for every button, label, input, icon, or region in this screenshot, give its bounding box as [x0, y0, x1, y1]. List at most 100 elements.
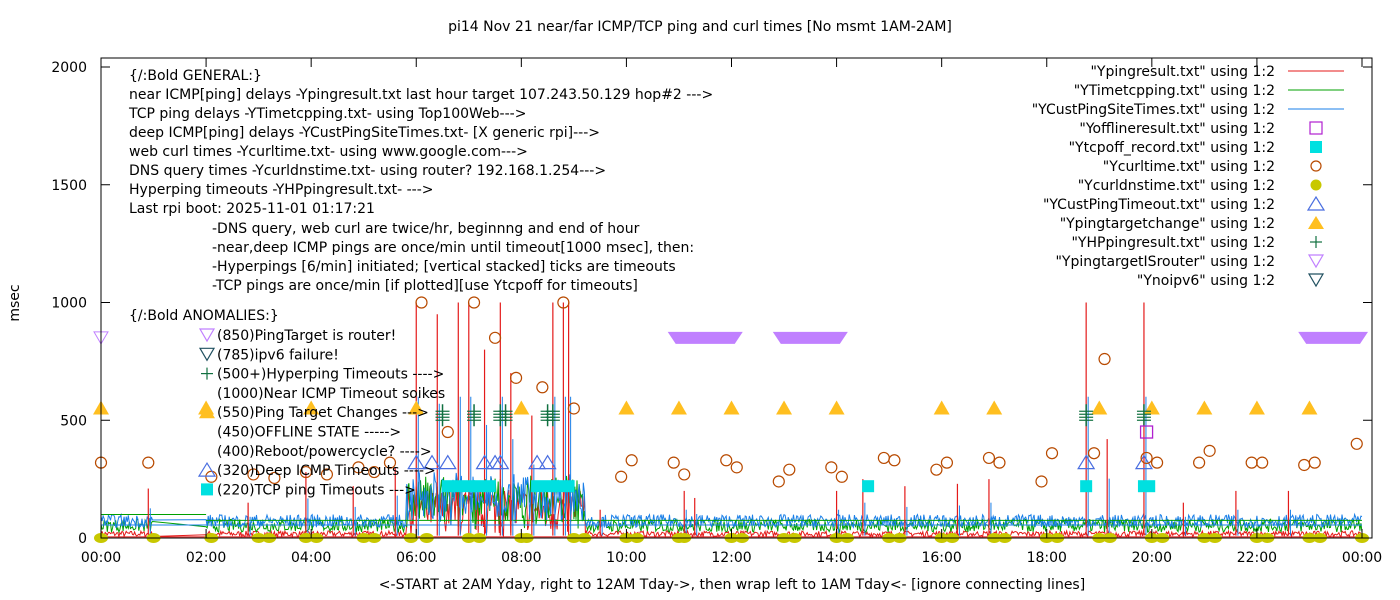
- annotation-general: DNS query times -Ycurldnstime.txt- using…: [129, 163, 606, 179]
- deep-timeout-marker: [538, 454, 557, 470]
- curl-marker: [1350, 437, 1363, 450]
- annotation-general: web curl times -Ycurltime.txt- using www…: [129, 144, 528, 160]
- curl-marker: [1140, 451, 1153, 465]
- legend-entry: "Yofflineresult.txt" using 1:2: [1079, 121, 1275, 137]
- curl-marker: [1098, 352, 1111, 366]
- x-tick-label: 16:00: [921, 550, 961, 566]
- x-tick-label: 12:00: [711, 550, 751, 566]
- target-change-marker: [776, 400, 793, 415]
- triangle-icon: [199, 405, 215, 419]
- deep-timeout-marker: [407, 454, 426, 470]
- square-icon: [1310, 141, 1322, 153]
- curl-marker: [888, 454, 901, 467]
- router-band: [667, 331, 743, 344]
- deep-timeout-marker: [422, 454, 442, 470]
- curl-marker: [930, 463, 943, 476]
- legend-entry: "Ynoipv6" using 1:2: [1137, 273, 1275, 289]
- curl-marker: [667, 456, 680, 469]
- curl-marker: [940, 456, 954, 469]
- curl-marker: [1298, 458, 1311, 472]
- x-tick-label: 04:00: [291, 550, 331, 566]
- tcp-timeout-marker: [441, 480, 475, 493]
- curl-marker: [625, 454, 638, 467]
- target-change-marker: [618, 400, 635, 415]
- legend-entry: "YHPpingresult.txt" using 1:2: [1071, 235, 1275, 251]
- target-change-marker: [303, 400, 320, 415]
- curl-marker: [825, 461, 838, 474]
- y-tick-label: 2000: [51, 60, 87, 76]
- legend-entry: "YTimetcpping.txt" using 1:2: [1074, 83, 1275, 99]
- axes: 0 500 1000 1500 2000 00:00 02:00 04:00 06:00 08:0…: [51, 57, 1382, 566]
- legend-entry: "Ypingtargetchange" using 1:2: [1060, 216, 1275, 232]
- x-tick-label: 18:00: [1027, 550, 1067, 566]
- target-change-marker: [408, 400, 425, 415]
- x-axis-label: <-START at 2AM Yday, right to 12AM Tday-…: [379, 577, 1085, 593]
- circle-icon: [1310, 179, 1322, 191]
- triangle-icon: [1306, 195, 1326, 211]
- curl-marker: [1203, 444, 1216, 457]
- tcp-timeout-marker: [862, 480, 875, 493]
- y-tick-label: 0: [78, 531, 87, 547]
- annotation-layer: {/:Bold GENERAL:} near ICMP[ping] delays …: [128, 68, 713, 498]
- tcp-timeout-marker: [1137, 480, 1156, 493]
- curl-marker: [1035, 475, 1048, 488]
- circle-icon: [1310, 160, 1322, 172]
- curl-marker: [142, 456, 155, 469]
- annotation-anomaly: (320)Deep ICMP Timeouts ---->: [217, 463, 436, 479]
- square-icon: [201, 483, 213, 496]
- marker-layer: [93, 296, 1369, 543]
- deep-timeout-marker: [475, 454, 494, 470]
- tcp-timeout-marker: [1080, 480, 1093, 493]
- annotation-anomaly: (550)Ping Target Changes --->: [217, 405, 429, 421]
- curl-marker: [205, 470, 218, 483]
- annotation-general: deep ICMP[ping] delays -YCustPingSiteTim…: [129, 125, 600, 141]
- router-band: [772, 331, 848, 344]
- x-tick-label: 14:00: [816, 550, 856, 566]
- down-triangle-icon: [198, 328, 216, 343]
- curl-marker: [1308, 456, 1321, 469]
- offline-marker: [1139, 425, 1154, 439]
- square-icon: [1309, 121, 1323, 135]
- curl-marker: [268, 471, 281, 485]
- target-change-marker: [723, 400, 740, 415]
- curl-marker: [320, 468, 334, 481]
- x-tick-label: 20:00: [1132, 550, 1172, 566]
- x-tick-label: 00:00: [81, 550, 121, 566]
- annotation-general: Last rpi boot: 2025-11-01 01:17:21: [129, 201, 375, 217]
- curl-marker: [352, 461, 365, 474]
- curl-marker: [1045, 447, 1059, 460]
- curl-marker: [299, 465, 313, 479]
- x-tick-label: 02:00: [186, 550, 226, 566]
- x-tick-label: 10:00: [606, 550, 646, 566]
- curl-marker: [557, 296, 570, 309]
- curl-marker: [383, 456, 397, 469]
- target-change-marker: [1091, 400, 1108, 415]
- router-band: [1298, 331, 1368, 344]
- legend-entry: "Ycurldnstime.txt" using 1:2: [1078, 178, 1275, 194]
- deep-timeout-marker: [1134, 454, 1154, 470]
- down-triangle-icon: [1307, 254, 1325, 269]
- curl-marker: [1256, 456, 1269, 469]
- deep-timeout-marker: [528, 454, 547, 470]
- annotation-anomaly: (220)TCP ping Timeouts --->: [217, 482, 416, 498]
- curl-marker: [1193, 456, 1206, 469]
- target-change-marker: [986, 400, 1003, 415]
- curl-marker: [1087, 447, 1101, 460]
- curl-marker: [772, 475, 785, 488]
- legend-entry: "YpingtargetISrouter" using 1:2: [1055, 254, 1275, 270]
- target-change-marker: [513, 400, 530, 415]
- curl-marker: [678, 468, 691, 481]
- triangle-icon: [1308, 216, 1324, 229]
- annotation-general: TCP ping delays -YTimetcpping.txt- using…: [128, 106, 526, 122]
- annotation-note: -Hyperpings [6/min] initiated; [vertical…: [212, 259, 676, 275]
- curl-marker: [441, 425, 454, 439]
- curl-marker: [1150, 456, 1164, 469]
- deep-timeout-marker: [491, 454, 510, 470]
- legend-entry: "Ytcpoff_record.txt" using 1:2: [1069, 140, 1275, 156]
- annotation-anomaly: (1000)Near ICMP Timeout soikes: [217, 386, 445, 402]
- target-change-marker: [670, 400, 687, 415]
- curl-marker: [488, 331, 502, 344]
- tcp-timeout-marker: [473, 480, 496, 493]
- down-triangle-icon: [1307, 273, 1325, 288]
